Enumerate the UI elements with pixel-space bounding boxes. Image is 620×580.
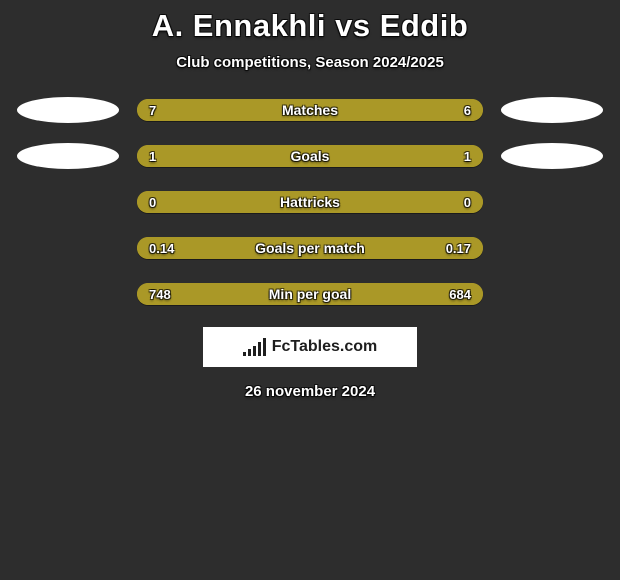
right-ellipse-slot bbox=[501, 143, 603, 169]
stat-row: 11Goals bbox=[0, 143, 620, 169]
stat-bar: 11Goals bbox=[137, 145, 483, 167]
right-ellipse-slot bbox=[501, 97, 603, 123]
left-player-ellipse-icon bbox=[17, 143, 119, 169]
right-player-ellipse-icon bbox=[501, 97, 603, 123]
date-label: 26 november 2024 bbox=[0, 383, 620, 400]
stat-bar: 748684Min per goal bbox=[137, 283, 483, 305]
stat-bar: 00Hattricks bbox=[137, 191, 483, 213]
stat-bar: 0.140.17Goals per match bbox=[137, 237, 483, 259]
right-player-ellipse-icon bbox=[501, 143, 603, 169]
left-ellipse-slot bbox=[17, 189, 119, 215]
brand-bar-icon bbox=[263, 338, 266, 356]
stat-label: Hattricks bbox=[137, 191, 483, 213]
left-ellipse-slot bbox=[17, 97, 119, 123]
left-player-ellipse-icon bbox=[17, 97, 119, 123]
brand-text: FcTables.com bbox=[272, 338, 378, 356]
page-title: A. Ennakhli vs Eddib bbox=[0, 8, 620, 44]
stat-row: 0.140.17Goals per match bbox=[0, 235, 620, 261]
stat-label: Goals per match bbox=[137, 237, 483, 259]
stat-rows: 76Matches 11Goals 00Hattricks 0.140.17Goals… bbox=[0, 97, 620, 307]
stat-row: 00Hattricks bbox=[0, 189, 620, 215]
stat-bar: 76Matches bbox=[137, 99, 483, 121]
left-ellipse-slot bbox=[17, 143, 119, 169]
right-ellipse-slot bbox=[501, 235, 603, 261]
stat-label: Matches bbox=[137, 99, 483, 121]
left-ellipse-slot bbox=[17, 235, 119, 261]
stat-row: 76Matches bbox=[0, 97, 620, 123]
brand-bar-icon bbox=[248, 349, 251, 356]
right-ellipse-slot bbox=[501, 189, 603, 215]
stat-label: Min per goal bbox=[137, 283, 483, 305]
brand-bars-icon bbox=[243, 338, 266, 356]
infographic-container: A. Ennakhli vs Eddib Club competitions, … bbox=[0, 0, 620, 400]
stat-label: Goals bbox=[137, 145, 483, 167]
stat-row: 748684Min per goal bbox=[0, 281, 620, 307]
left-ellipse-slot bbox=[17, 281, 119, 307]
brand-bar-icon bbox=[243, 352, 246, 356]
right-ellipse-slot bbox=[501, 281, 603, 307]
brand-bar-icon bbox=[258, 342, 261, 356]
brand-box[interactable]: FcTables.com bbox=[203, 327, 417, 367]
brand-bar-icon bbox=[253, 346, 256, 356]
subtitle: Club competitions, Season 2024/2025 bbox=[0, 54, 620, 71]
